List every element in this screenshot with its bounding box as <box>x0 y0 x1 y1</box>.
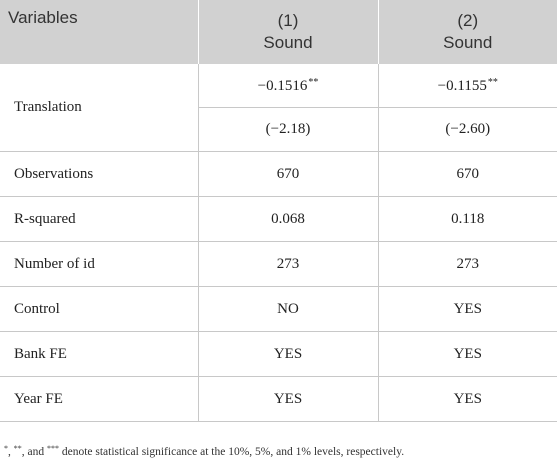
header-row: Variables (1) Sound (2) Sound <box>0 0 557 64</box>
column-header-1: (1) Sound <box>198 0 379 64</box>
significance-stars: ** <box>487 76 498 88</box>
table-header: Variables (1) Sound (2) Sound <box>0 0 557 64</box>
row-label-r-squared: R-squared <box>0 196 199 242</box>
table-row-number-of-id: Number of id 273 273 <box>0 241 557 287</box>
coef-cell: −0.1516** <box>198 64 379 108</box>
value-cell: YES <box>198 331 379 377</box>
value-cell: YES <box>378 376 557 422</box>
table-footnote: *, **, and *** denote statistical signif… <box>4 444 404 458</box>
table-row-r-squared: R-squared 0.068 0.118 <box>0 196 557 242</box>
table-row-translation-coef: Translation −0.1516** −0.1155** <box>0 64 557 152</box>
table-row-bank-fe: Bank FE YES YES <box>0 331 557 377</box>
footnote-separator: , <box>8 446 14 458</box>
coef-value: −0.1155 <box>437 77 487 94</box>
row-label-translation: Translation <box>0 64 199 152</box>
column-dependent-variable: Sound <box>443 33 493 52</box>
table-body: Translation −0.1516** −0.1155** (−2.18) … <box>0 64 557 422</box>
value-cell: 670 <box>198 151 379 197</box>
row-label-bank-fe: Bank FE <box>0 331 199 377</box>
value-cell: YES <box>378 286 557 332</box>
table-row-control: Control NO YES <box>0 286 557 332</box>
value-cell: YES <box>198 376 379 422</box>
footnote-mark-1pct: *** <box>46 444 59 453</box>
significance-stars: ** <box>308 76 319 88</box>
regression-table: Variables (1) Sound (2) Sound Translatio… <box>0 0 557 422</box>
row-label-year-fe: Year FE <box>0 376 199 422</box>
value-cell: 273 <box>198 241 379 287</box>
value-cell: 0.118 <box>378 196 557 242</box>
footnote-mark-10pct: * <box>4 444 8 453</box>
row-label-control: Control <box>0 286 199 332</box>
tstat-cell: (−2.60) <box>378 107 557 152</box>
column-number: (2) <box>457 11 479 30</box>
table-row-translation-tstat: (−2.18) (−2.60) <box>0 107 557 152</box>
column-dependent-variable: Sound <box>263 33 313 52</box>
footnote-text: denote statistical significance at the 1… <box>58 446 405 458</box>
value-cell: 0.068 <box>198 196 379 242</box>
column-number: (1) <box>277 11 299 30</box>
column-header-2: (2) Sound <box>378 0 557 64</box>
footnote-separator: , and <box>21 446 47 458</box>
coef-cell: −0.1155** <box>378 64 557 108</box>
value-cell: 670 <box>378 151 557 197</box>
table-row-observations: Observations 670 670 <box>0 151 557 197</box>
value-cell: YES <box>378 331 557 377</box>
value-cell: NO <box>198 286 379 332</box>
tstat-cell: (−2.18) <box>198 107 379 152</box>
coef-value: −0.1516 <box>257 77 308 94</box>
row-label-number-of-id: Number of id <box>0 241 199 287</box>
variables-header: Variables <box>0 0 199 64</box>
value-cell: 273 <box>378 241 557 287</box>
footnote-mark-5pct: ** <box>13 444 22 453</box>
row-label-observations: Observations <box>0 151 199 197</box>
table-row-year-fe: Year FE YES YES <box>0 376 557 422</box>
